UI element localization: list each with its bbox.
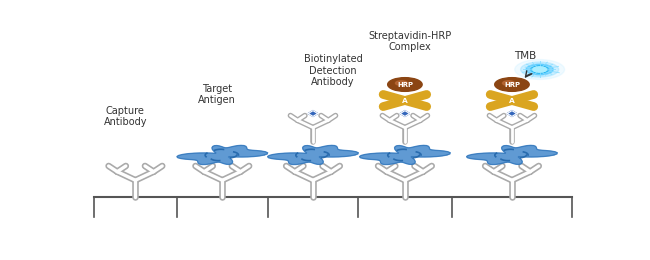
Circle shape [533, 67, 547, 72]
Text: Capture
Antibody: Capture Antibody [103, 106, 147, 127]
Polygon shape [359, 145, 450, 165]
Text: HRP: HRP [504, 81, 520, 88]
Circle shape [387, 78, 422, 91]
Polygon shape [400, 111, 410, 116]
Circle shape [530, 66, 549, 73]
Text: Target
Antigen: Target Antigen [198, 84, 236, 105]
Circle shape [515, 60, 565, 79]
Text: Streptavidin-HRP
Complex: Streptavidin-HRP Complex [369, 31, 452, 52]
Text: Biotinylated
Detection
Antibody: Biotinylated Detection Antibody [304, 54, 363, 87]
Circle shape [502, 81, 515, 86]
Polygon shape [467, 145, 557, 165]
Text: HRP: HRP [397, 81, 413, 88]
Circle shape [521, 62, 559, 77]
Text: A: A [402, 98, 408, 103]
Polygon shape [507, 111, 517, 116]
Polygon shape [268, 145, 358, 165]
Text: TMB: TMB [514, 51, 537, 61]
Circle shape [495, 78, 529, 91]
Polygon shape [308, 111, 318, 116]
Text: A: A [509, 98, 515, 103]
Polygon shape [177, 145, 268, 165]
Circle shape [526, 64, 553, 75]
Circle shape [395, 81, 408, 86]
